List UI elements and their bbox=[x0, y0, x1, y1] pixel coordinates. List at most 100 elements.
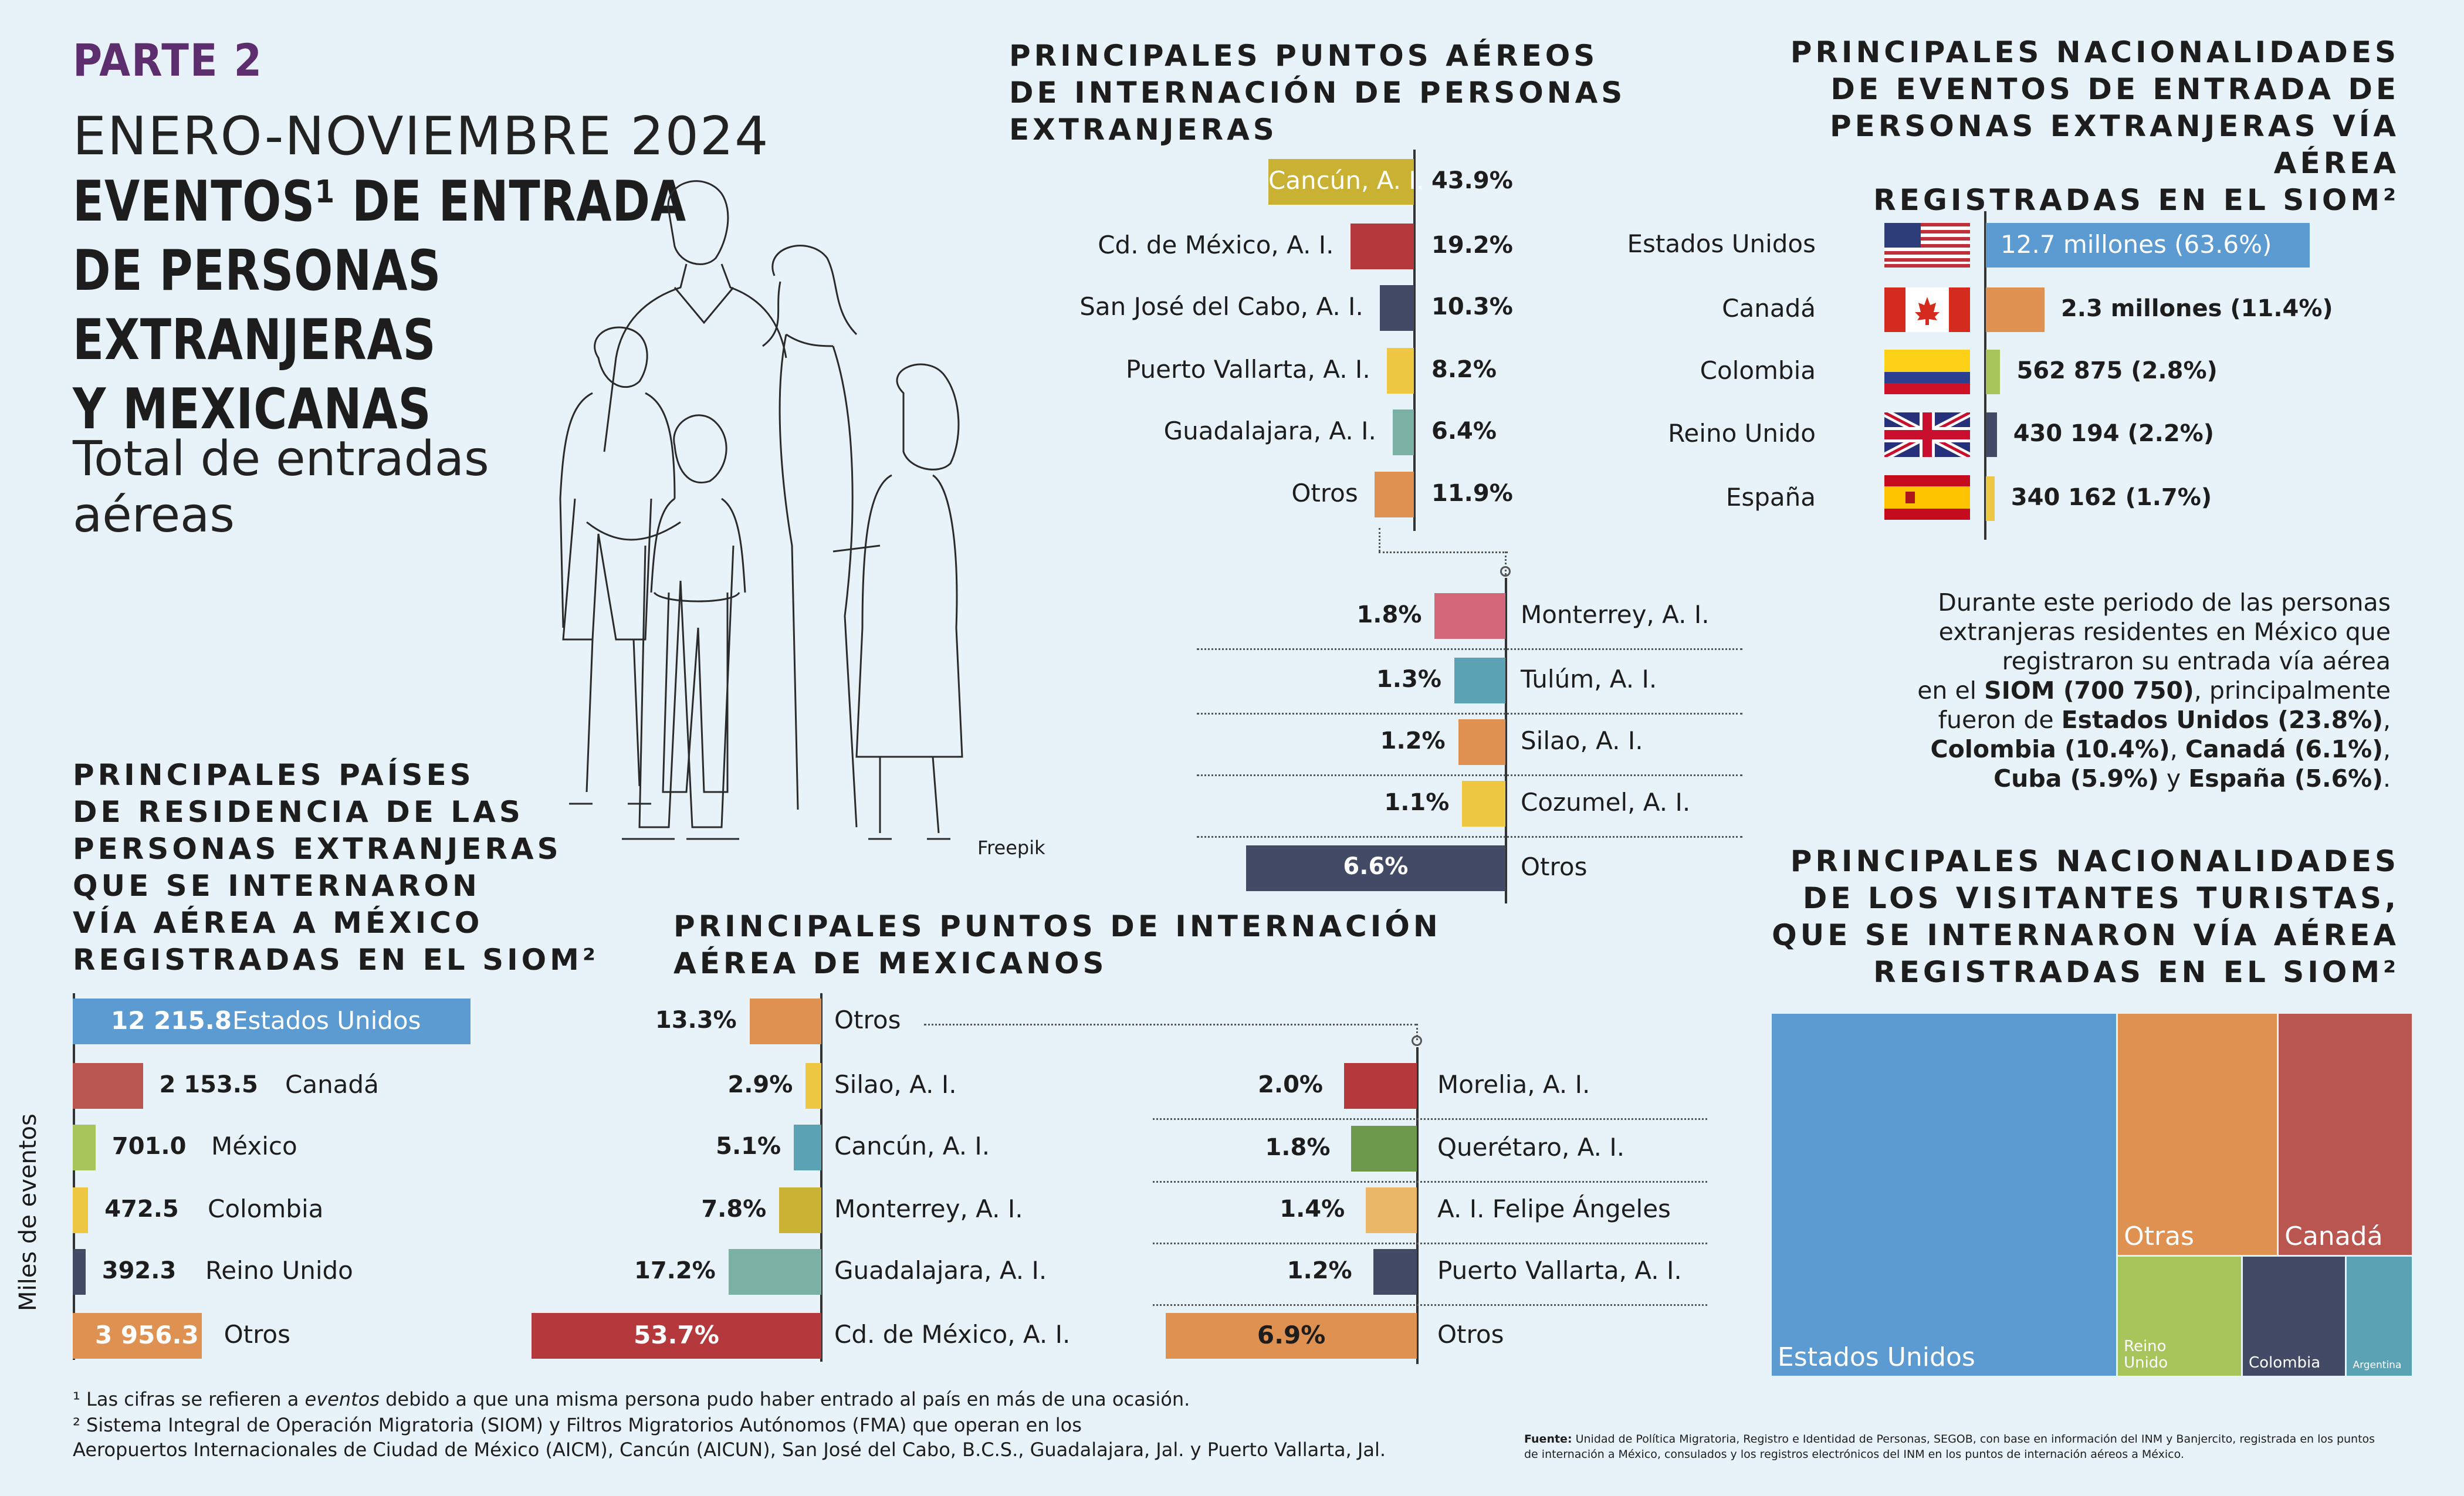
spain-flag-icon bbox=[1884, 475, 1970, 520]
note-text: . bbox=[2382, 764, 2391, 793]
bar-category-label: Otros bbox=[1437, 1320, 1504, 1349]
bar-4 bbox=[1166, 1313, 1417, 1359]
treemap-label: Colombia bbox=[2249, 1353, 2321, 1372]
bar-value-label: 562 875 (2.8%) bbox=[2016, 357, 2218, 384]
bar-2 bbox=[1379, 285, 1414, 331]
bar-category-label: Tulúm, A. I. bbox=[1521, 665, 1657, 693]
title-line: DE EVENTOS DE ENTRADA DE bbox=[1830, 72, 2399, 106]
callout-connector bbox=[1379, 551, 1508, 553]
bar-0 bbox=[73, 999, 471, 1044]
headline-line: EXTRANJERAS bbox=[73, 308, 436, 373]
part-label: PARTE 2 bbox=[73, 34, 263, 86]
title-line: DE RESIDENCIA DE LAS bbox=[73, 795, 524, 829]
bar-value-label: 8.2% bbox=[1431, 356, 1497, 383]
treemap-label: Canadá bbox=[2284, 1221, 2383, 1251]
bar-value-label: 53.7% bbox=[634, 1321, 719, 1349]
bar-category-label: Guadalajara, A. I. bbox=[1163, 417, 1376, 445]
bar-3 bbox=[73, 1187, 89, 1233]
bar-category-label: Cozumel, A. I. bbox=[1521, 788, 1691, 817]
bar-category-label: Silao, A. I. bbox=[834, 1070, 957, 1099]
subtitle: Total de entradas aéreas bbox=[73, 431, 519, 544]
bar-0 bbox=[1268, 159, 1414, 205]
chart-axis bbox=[1416, 1047, 1419, 1364]
title-line: REGISTRADAS EN EL SIOM² bbox=[73, 943, 599, 977]
source-note: Fuente: Unidad de Política Migratoria, R… bbox=[1524, 1431, 2416, 1462]
subtitle-line: aéreas bbox=[73, 488, 235, 543]
bar-0 bbox=[1986, 223, 2310, 268]
treemap-label: Argentina bbox=[2353, 1359, 2402, 1371]
bar-category-label: México bbox=[211, 1132, 297, 1160]
row-divider bbox=[1153, 1181, 1707, 1183]
note-text: fueron de bbox=[1938, 706, 2062, 734]
residence-title: PRINCIPALES PAÍSES DE RESIDENCIA DE LAS … bbox=[73, 757, 599, 979]
note-line: fueron de Estados Unidos (23.8%), bbox=[1789, 705, 2391, 735]
callout-connector bbox=[1416, 1024, 1418, 1040]
treemap-cell: Reino Unido bbox=[2118, 1256, 2241, 1376]
row-divider bbox=[1153, 1118, 1707, 1120]
bar-value-label: 7.8% bbox=[701, 1196, 767, 1223]
y-axis-label: Miles de eventos bbox=[15, 1113, 42, 1311]
treemap-cell: Colombia bbox=[2243, 1256, 2345, 1376]
bar-value-label: 6.4% bbox=[1431, 418, 1497, 445]
bar-0 bbox=[1434, 593, 1505, 639]
bar-category-label: Monterrey, A. I. bbox=[834, 1194, 1023, 1223]
tourists-treemap: Estados Unidos Otras Canadá Reino Unido Colo… bbox=[1772, 1014, 2414, 1377]
bar-value-label: 1.1% bbox=[1384, 789, 1450, 816]
bar-category-label: Monterrey, A. I. bbox=[1521, 600, 1710, 629]
title-line: PRINCIPALES PAÍSES bbox=[73, 758, 475, 792]
bar-value-label: 13.3% bbox=[655, 1007, 737, 1034]
bar-category-label: Estados Unidos bbox=[1627, 229, 1816, 258]
note-text: en el bbox=[1917, 676, 1985, 705]
bar-value-label: 1.8% bbox=[1356, 601, 1422, 628]
title-line: DE LOS VISITANTES TURISTAS, bbox=[1802, 881, 2399, 915]
source-text: de internación a México, consulados y lo… bbox=[1524, 1448, 2184, 1461]
bar-value-label: 43.9% bbox=[1431, 167, 1513, 194]
title-line: PRINCIPALES PUNTOS DE INTERNACIÓN bbox=[673, 909, 1441, 943]
bar-category-label: Cancún, A. I. bbox=[1268, 166, 1424, 195]
bar-4 bbox=[1986, 476, 1995, 521]
bar-5 bbox=[1374, 472, 1414, 517]
bar-value-label: 340 162 (1.7%) bbox=[2011, 484, 2212, 511]
title-line: PERSONAS EXTRANJERAS VÍA AÉREA bbox=[1829, 109, 2399, 180]
bar-value-label: 1.3% bbox=[1376, 666, 1441, 693]
bar-category-label: Morelia, A. I. bbox=[1437, 1070, 1590, 1099]
bar-2 bbox=[1986, 350, 2001, 394]
bar-4 bbox=[1245, 845, 1505, 891]
bar-value-label: 472.5 bbox=[104, 1196, 179, 1223]
bar-2 bbox=[73, 1125, 96, 1170]
residents-note: Durante este periodo de las personas ext… bbox=[1789, 588, 2391, 793]
bar-value-label: 1.2% bbox=[1380, 727, 1446, 754]
bar-value-label: 10.3% bbox=[1431, 293, 1513, 320]
bar-value-label: 2 153.5 bbox=[159, 1071, 258, 1098]
treemap-label: Estados Unidos bbox=[1778, 1342, 1975, 1372]
chart-axis bbox=[820, 993, 823, 1362]
bar-0 bbox=[749, 999, 821, 1044]
bar-value-label: 12.7 millones (63.6%) bbox=[2001, 230, 2272, 259]
bar-value-label: 2.3 millones (11.4%) bbox=[2060, 295, 2333, 322]
title-line: VÍA AÉREA A MÉXICO bbox=[73, 906, 483, 940]
bar-category-label: Otros bbox=[1291, 479, 1358, 507]
treemap-cell: Canadá bbox=[2279, 1014, 2412, 1255]
bar-3 bbox=[1373, 1249, 1417, 1295]
bar-value-label: 6.9% bbox=[1257, 1321, 1326, 1349]
bar-value-label: 12 215.8 bbox=[111, 1006, 232, 1035]
note-text: , principalmente bbox=[2194, 676, 2391, 705]
footnote-1: ¹ Las cifras se refieren a eventos debid… bbox=[73, 1388, 1190, 1410]
title-line: PRINCIPALES NACIONALIDADES bbox=[1790, 35, 2399, 69]
row-divider bbox=[1197, 648, 1742, 650]
bar-category-label: Estados Unidos bbox=[232, 1006, 421, 1035]
title-line: REGISTRADAS EN EL SIOM² bbox=[1873, 955, 2399, 989]
bar-category-label: Colombia bbox=[1700, 356, 1816, 385]
family-illustration bbox=[559, 180, 963, 840]
note-line: en el SIOM (700 750), principalmente bbox=[1789, 676, 2391, 705]
bar-category-label: Cd. de México, A. I. bbox=[834, 1320, 1071, 1349]
bar-category-label: Canadá bbox=[285, 1070, 379, 1099]
bar-category-label: Puerto Vallarta, A. I. bbox=[1437, 1256, 1682, 1285]
bar-value-label: 19.2% bbox=[1431, 232, 1513, 259]
bar-3 bbox=[1986, 412, 1997, 457]
foreign-airports-title: PRINCIPALES PUNTOS AÉREOS DE INTERNACIÓN… bbox=[1009, 38, 1626, 148]
title-line: EXTRANJERAS bbox=[1009, 113, 1278, 147]
treemap-cell: Otras bbox=[2118, 1014, 2277, 1255]
title-line: QUE SE INTERNARON bbox=[73, 869, 480, 903]
note-line: Colombia (10.4%), Canadá (6.1%), bbox=[1789, 735, 2391, 764]
